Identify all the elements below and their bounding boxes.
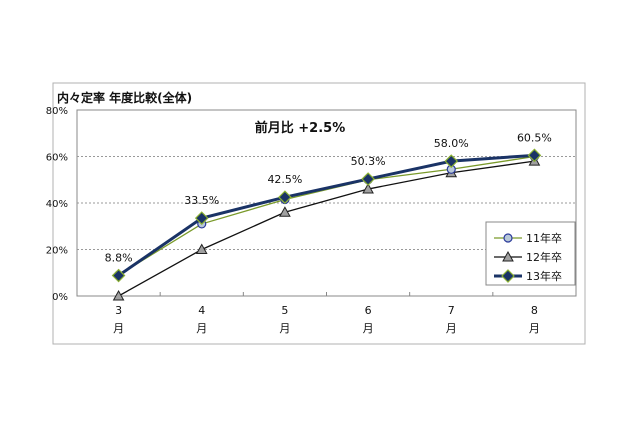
y-tick-label: 0% [52, 292, 68, 303]
data-point [278, 190, 292, 205]
series-12年卒 [112, 155, 541, 301]
y-tick-label: 20% [46, 246, 68, 257]
data-point [279, 206, 291, 217]
data-point [444, 154, 459, 168]
data-point [194, 211, 209, 225]
legend-marker [503, 233, 513, 243]
x-tick-label-unit: 月 [113, 322, 124, 335]
series-line [117, 153, 535, 277]
x-tick-label-unit: 月 [279, 322, 290, 335]
data-label: 42.5% [267, 173, 302, 186]
x-tick-label: 7 [448, 304, 455, 317]
chart-title: 内々定率 年度比較(全体) [57, 90, 192, 105]
data-point [195, 243, 208, 254]
legend-item: 13年卒 [494, 269, 562, 283]
y-tick-label: 40% [46, 199, 68, 210]
legend-item: 11年卒 [494, 231, 562, 245]
data-point [111, 268, 126, 283]
x-tick-label-unit: 月 [196, 322, 207, 335]
legend-label: 11年卒 [526, 231, 562, 245]
data-label: 60.5% [517, 131, 552, 144]
data-point [527, 148, 542, 163]
x-tick-label: 3 [115, 304, 122, 317]
legend-marker [502, 250, 514, 262]
series-13年卒 [111, 148, 542, 283]
month-change-annotation: 前月比 +2.5% [255, 120, 345, 136]
x-tick-label: 5 [281, 304, 288, 317]
legend-item: 12年卒 [494, 250, 562, 264]
x-tick-label-unit: 月 [363, 322, 374, 335]
legend-marker [501, 269, 515, 283]
data-point [362, 183, 374, 194]
y-tick-label: 80% [46, 106, 68, 117]
data-point [112, 289, 125, 301]
x-tick-label-unit: 月 [446, 322, 457, 335]
data-point [361, 172, 375, 186]
data-label: 58.0% [434, 137, 469, 150]
y-tick-label: 60% [46, 153, 68, 164]
data-label: 8.8% [105, 252, 133, 265]
x-tick-label: 4 [198, 304, 205, 317]
legend-label: 13年卒 [526, 269, 562, 283]
x-tick-label-unit: 月 [529, 322, 540, 335]
data-label: 50.3% [351, 155, 386, 168]
legend: 11年卒 12年卒 13年卒 [485, 221, 576, 286]
legend-label: 12年卒 [526, 250, 562, 264]
series-line [118, 160, 535, 297]
data-label: 33.5% [184, 194, 219, 207]
x-tick-label: 8 [531, 304, 538, 317]
x-tick-label: 6 [365, 304, 372, 317]
